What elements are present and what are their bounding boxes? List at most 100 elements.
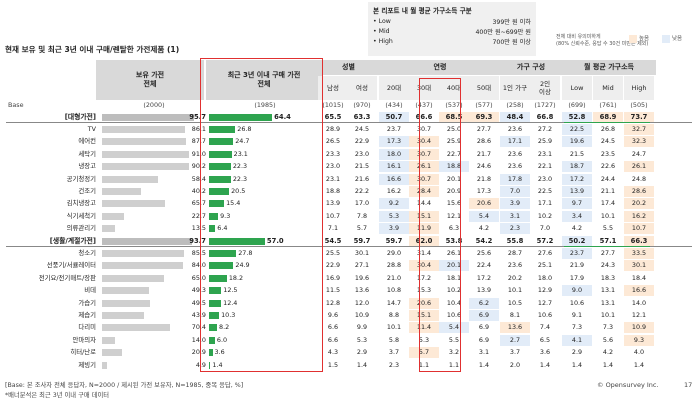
recent-value: 23.1 [233,149,248,158]
cell: 23.6 [507,261,523,270]
significance-high-legend: 높음 [629,34,649,43]
cell: 24.5 [354,124,370,133]
table-row: 세탁기 91.0 23.1 23.3 23.0 18.0 30.7 22.7 21.7 23.6 2… [6,148,692,160]
row-label: 김치냉장고 [66,199,96,208]
cell: 13.9 [476,286,492,295]
cell: 28.4 [409,185,439,197]
recent-bar [209,299,222,307]
cell: 30.4 [409,136,439,148]
cell: 5.8 [388,335,400,344]
own-bar [102,187,141,195]
table-row: 청소기 85.5 27.8 25.5 30.1 29.0 31.4 26.1 25.6 28.7 2… [6,247,692,259]
cell: 24.7 [631,149,647,158]
own-bar [102,113,194,121]
cell: 30.1 [624,260,654,272]
income-trend-line [564,121,650,123]
own-value: 95.7 [189,112,206,121]
cell: 1.4 [539,360,551,369]
own-bar [102,336,116,344]
table-row: 선풍기/서큘레이터 84.0 24.9 22.9 27.1 28.8 30.4 20.1 22.… [6,260,692,272]
cell: 52.8 [562,111,592,123]
cell: 1.4 [602,360,614,369]
cell: 12.1 [631,310,647,319]
cell: 20.2 [507,273,523,282]
income-legend-box: 본 리포트 내 월 평균 가구소득 구분 • Low 399만 원 이하 • Mid… [368,2,536,56]
header-sub: Low [562,76,592,100]
cell: 17.9 [569,273,585,282]
recent-value: 27.8 [238,248,253,257]
cell: 10.9 [624,322,654,334]
cell: 4.1 [562,334,592,346]
own-value: 84.0 [191,261,206,270]
cell: 20.9 [446,186,462,195]
cell: 7.8 [356,211,368,220]
cell: 50.7 [379,111,409,123]
own-bar [102,349,123,357]
cell: 66.6 [415,112,433,121]
cell: 21.6 [354,174,370,183]
own-bar [102,212,124,220]
recent-value: 12.4 [223,298,238,307]
cell: 23.6 [507,124,523,133]
cell: 13.1 [600,286,616,295]
cell: 59.7 [353,236,371,245]
cell: 55.8 [506,236,524,245]
cell: 11.4 [409,322,439,334]
cell: 3.2 [448,348,460,357]
recent-value: 3.6 [214,348,225,357]
cell: 23.7 [562,247,592,259]
cell: 7.0 [539,224,551,233]
cell: 22.9 [325,261,341,270]
significance-note: 전체 대비 유의미하게 (80% 신뢰수준, 응답 수 30건 미만은 제외) [556,34,648,48]
row-label: [생활/계절가전] [49,236,96,245]
cell: 23.0 [537,174,553,183]
recent-value: 24.7 [235,137,250,146]
cell: 59.7 [385,236,403,245]
cell: 4.0 [633,348,645,357]
cell: 28.8 [386,261,402,270]
cell: 9.1 [571,310,583,319]
own-value: 13.5 [191,224,206,233]
cell: 12.7 [537,298,553,307]
recent-bar [209,212,219,220]
footnote-base: [Base: 본 조사자 전체 응답자, N=2000 / 제시된 가전 보유자… [5,382,244,389]
cell: 13.1 [600,298,616,307]
cell: 10.6 [569,298,585,307]
cell: 54.5 [324,236,342,245]
cell: 6.2 [469,297,499,309]
cell: 6.6 [327,323,339,332]
header-sub: Mid [593,76,623,100]
cell: 27.2 [537,124,553,133]
recent-value: 9.3 [220,211,231,220]
cell: 65.5 [324,112,342,121]
table-row: 에어컨 87.7 24.7 26.5 22.9 17.3 30.4 25.9 28.6 17.1 2… [6,136,692,148]
row-label: 건조기 [78,186,96,195]
cell: 16.1 [379,161,409,173]
legend-row: • Mid 400만 원~699만 원 [373,27,531,36]
cell: 25.1 [537,261,553,270]
cell: 62.0 [409,235,439,247]
cell: 12.0 [354,298,370,307]
own-value: 93.7 [189,236,206,245]
row-label: 제빙기 [78,360,96,369]
cell: 5.3 [418,335,430,344]
cell: 10.2 [446,286,462,295]
cell: 26.1 [446,248,462,257]
table-row: 히터/난로 20.9 3.6 4.3 2.9 3.7 5.7 3.2 3.1 3.7 3.6 2.9 4… [6,347,692,359]
table-row: 건조기 40.2 20.5 18.8 22.2 16.2 28.4 20.9 17.3 7.0 22… [6,185,692,197]
cell: 22.4 [476,261,492,270]
recent-bar [209,361,211,369]
own-bar [102,287,150,295]
cell: 7.4 [539,323,551,332]
cell: 16.2 [386,186,402,195]
cell: 10.7 [624,223,654,235]
table-row: 의류관리기 13.5 6.4 7.1 5.7 3.9 11.9 6.3 4.2 2.3 7.0 4.2… [6,223,692,235]
cell: 15.1 [409,309,439,321]
cell: 5.6 [602,335,614,344]
table-row: 비데 49.3 12.5 11.5 13.6 10.8 15.3 10.2 13.9 10.1 12… [6,285,692,297]
header-group: 연령 [379,60,501,75]
recent-bar [209,249,237,257]
cell: 5.4 [469,210,499,222]
cell: 68.5 [439,111,469,123]
cell: 25.6 [476,248,492,257]
